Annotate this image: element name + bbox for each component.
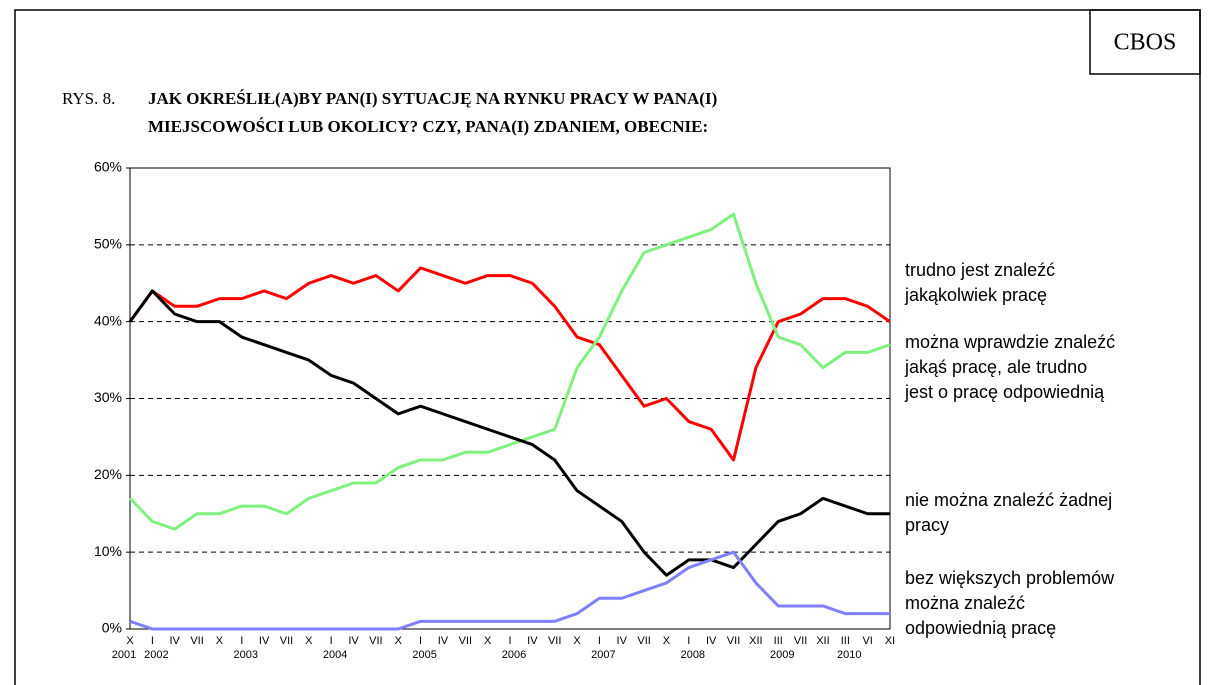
y-tick-label: 60% xyxy=(94,159,122,175)
x-tick-label: VII xyxy=(637,635,650,647)
y-tick-label: 30% xyxy=(94,389,122,405)
x-tick-label: VII xyxy=(280,635,293,647)
year-label: 2001 xyxy=(112,649,136,661)
x-tick-label: I xyxy=(687,635,690,647)
series-line xyxy=(128,212,891,531)
title: MIEJSCOWOŚCI LUB OKOLICY? CZY, PANA(I) Z… xyxy=(148,117,708,136)
x-tick-label: III xyxy=(841,635,850,647)
series-line xyxy=(128,266,891,462)
legend-label: nie można znaleźć żadnej pracy xyxy=(905,490,1113,535)
year-label: 2008 xyxy=(681,649,705,661)
legend-label: trudno jest znaleźć jakąkolwiek pracę xyxy=(905,260,1056,305)
x-tick-label: IV xyxy=(259,635,270,647)
x-tick-label: XII xyxy=(749,635,762,647)
x-tick-label: IV xyxy=(617,635,628,647)
x-tick-label: XI xyxy=(885,635,895,647)
figure-label: RYS. 8. xyxy=(62,89,115,108)
year-label: 2003 xyxy=(234,649,258,661)
x-tick-label: X xyxy=(395,635,403,647)
y-tick-label: 50% xyxy=(94,236,122,252)
x-tick-label: VII xyxy=(794,635,807,647)
x-tick-label: IV xyxy=(438,635,449,647)
x-tick-label: IV xyxy=(706,635,717,647)
x-tick-label: IV xyxy=(348,635,359,647)
x-tick-label: VII xyxy=(727,635,740,647)
x-tick-label: VII xyxy=(459,635,472,647)
legend-label: bez większych problemów można znaleźć od… xyxy=(905,568,1115,638)
brand-box xyxy=(1089,9,1201,75)
x-tick-label: I xyxy=(330,635,333,647)
series-line xyxy=(129,550,890,631)
x-tick-label: IV xyxy=(170,635,181,647)
year-label: 2002 xyxy=(144,649,168,661)
x-tick-label: X xyxy=(484,635,492,647)
year-label: 2004 xyxy=(323,649,347,661)
year-label: 2009 xyxy=(770,649,794,661)
y-tick-label: 40% xyxy=(94,312,122,328)
brand: CBOS xyxy=(1114,30,1177,56)
x-tick-label: IV xyxy=(527,635,538,647)
x-tick-label: X xyxy=(573,635,581,647)
x-tick-label: VII xyxy=(548,635,561,647)
year-label: 2007 xyxy=(591,649,615,661)
x-tick-label: I xyxy=(598,635,601,647)
x-tick-label: VI xyxy=(862,635,872,647)
x-tick-label: X xyxy=(305,635,313,647)
x-tick-label: X xyxy=(663,635,671,647)
frame xyxy=(14,9,1201,685)
x-tick-label: I xyxy=(419,635,422,647)
x-tick-label: X xyxy=(216,635,224,647)
x-tick-label: I xyxy=(151,635,154,647)
year-label: 2006 xyxy=(502,649,526,661)
x-tick-label: VII xyxy=(369,635,382,647)
x-tick-label: XII xyxy=(816,635,829,647)
year-label: 2005 xyxy=(412,649,436,661)
y-tick-label: 10% xyxy=(94,543,122,559)
x-tick-label: III xyxy=(774,635,783,647)
y-tick-label: 20% xyxy=(94,466,122,482)
x-tick-label: X xyxy=(126,635,134,647)
y-tick-label: 0% xyxy=(102,620,122,636)
series-line xyxy=(128,289,890,577)
legend-label: można wprawdzie znaleźć jakąś pracę, ale… xyxy=(905,332,1116,402)
title: JAK OKREŚLIŁ(A)BY PAN(I) SYTUACJĘ NA RYN… xyxy=(148,89,717,108)
x-tick-label: I xyxy=(240,635,243,647)
x-tick-label: VII xyxy=(190,635,203,647)
x-tick-label: I xyxy=(508,635,511,647)
year-label: 2010 xyxy=(837,649,861,661)
